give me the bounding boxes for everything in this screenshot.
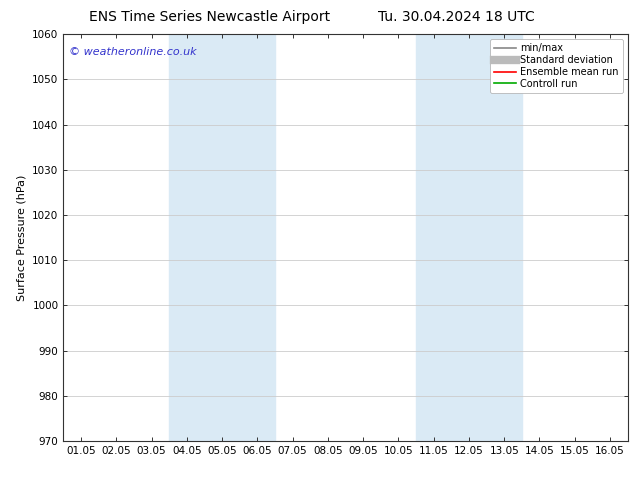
Legend: min/max, Standard deviation, Ensemble mean run, Controll run: min/max, Standard deviation, Ensemble me… <box>490 39 623 93</box>
Text: Tu. 30.04.2024 18 UTC: Tu. 30.04.2024 18 UTC <box>378 10 535 24</box>
Y-axis label: Surface Pressure (hPa): Surface Pressure (hPa) <box>16 174 27 301</box>
Text: © weatheronline.co.uk: © weatheronline.co.uk <box>69 47 197 56</box>
Bar <box>169 34 275 441</box>
Text: ENS Time Series Newcastle Airport: ENS Time Series Newcastle Airport <box>89 10 330 24</box>
Bar <box>416 34 522 441</box>
